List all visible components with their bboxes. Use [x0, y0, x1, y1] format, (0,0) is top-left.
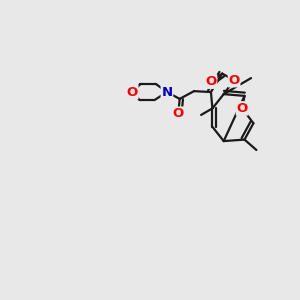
- Text: O: O: [127, 85, 138, 98]
- Text: O: O: [236, 102, 248, 115]
- Text: O: O: [172, 107, 184, 120]
- Text: N: N: [161, 85, 172, 98]
- Text: O: O: [229, 74, 240, 87]
- Text: O: O: [205, 75, 217, 88]
